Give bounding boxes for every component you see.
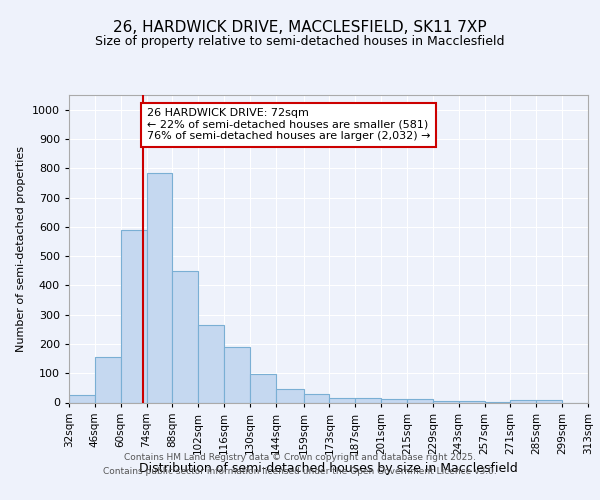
Bar	[329, 398, 355, 402]
Bar	[172, 270, 198, 402]
Bar	[250, 374, 276, 402]
Text: Size of property relative to semi-detached houses in Macclesfield: Size of property relative to semi-detach…	[95, 35, 505, 48]
Bar	[198, 325, 224, 402]
Bar	[304, 394, 329, 402]
Bar	[121, 230, 146, 402]
Bar	[69, 394, 95, 402]
Bar	[459, 401, 485, 402]
Bar	[355, 398, 381, 402]
Bar	[146, 173, 172, 402]
X-axis label: Distribution of semi-detached houses by size in Macclesfield: Distribution of semi-detached houses by …	[139, 462, 518, 475]
Bar	[276, 388, 304, 402]
Bar	[381, 400, 407, 402]
Bar	[536, 400, 562, 402]
Bar	[224, 347, 250, 403]
Bar	[95, 356, 121, 403]
Bar	[433, 401, 459, 402]
Text: Contains public sector information licensed under the Open Government Licence v3: Contains public sector information licen…	[103, 467, 497, 476]
Text: 26 HARDWICK DRIVE: 72sqm
← 22% of semi-detached houses are smaller (581)
76% of : 26 HARDWICK DRIVE: 72sqm ← 22% of semi-d…	[146, 108, 430, 142]
Text: Contains HM Land Registry data © Crown copyright and database right 2025.: Contains HM Land Registry data © Crown c…	[124, 454, 476, 462]
Bar	[511, 400, 536, 402]
Text: 26, HARDWICK DRIVE, MACCLESFIELD, SK11 7XP: 26, HARDWICK DRIVE, MACCLESFIELD, SK11 7…	[113, 20, 487, 35]
Bar	[407, 400, 433, 402]
Y-axis label: Number of semi-detached properties: Number of semi-detached properties	[16, 146, 26, 352]
